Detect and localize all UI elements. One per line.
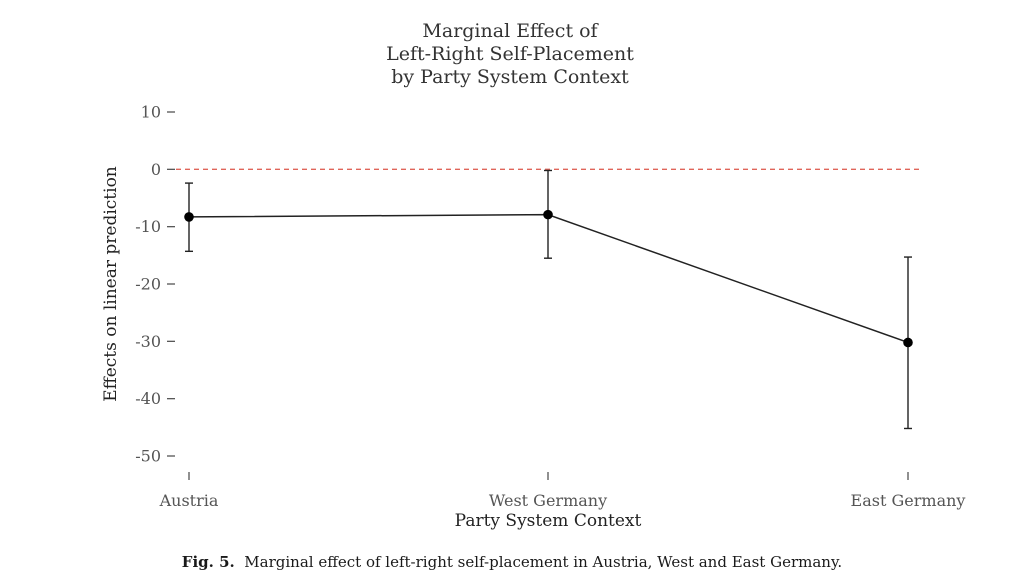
- chart-title-line: by Party System Context: [391, 66, 629, 88]
- y-axis: 10 0 -10 -20 -30 -40 -50: [135, 103, 175, 466]
- y-axis-label: Effects on linear prediction: [101, 166, 121, 402]
- chart-title-line: Left-Right Self-Placement: [386, 43, 634, 65]
- x-tick-label: West Germany: [489, 491, 607, 510]
- caption-label: Fig. 5.: [181, 553, 235, 571]
- x-axis-label: Party System Context: [455, 511, 642, 531]
- x-tick-label: East Germany: [851, 491, 966, 510]
- y-tick-label: -20: [135, 275, 161, 294]
- x-tick-label: Austria: [159, 491, 219, 510]
- data-point: [543, 209, 553, 220]
- y-tick-label: 10: [141, 103, 161, 122]
- y-tick-label: -50: [135, 447, 161, 466]
- data-point: [903, 337, 913, 348]
- data-point: [184, 212, 194, 222]
- y-tick-label: 0: [151, 160, 161, 179]
- y-tick-label: -10: [135, 217, 161, 236]
- y-tick-label: -30: [135, 332, 161, 351]
- x-axis: Austria West Germany East Germany: [159, 472, 966, 510]
- y-tick-label: -40: [135, 389, 161, 408]
- figure-caption: Fig. 5. Marginal effect of left-right se…: [0, 553, 1024, 571]
- data-series: [184, 169, 913, 430]
- chart-title-line: Marginal Effect of: [422, 20, 599, 42]
- caption-text: Marginal effect of left-right self-place…: [244, 553, 843, 571]
